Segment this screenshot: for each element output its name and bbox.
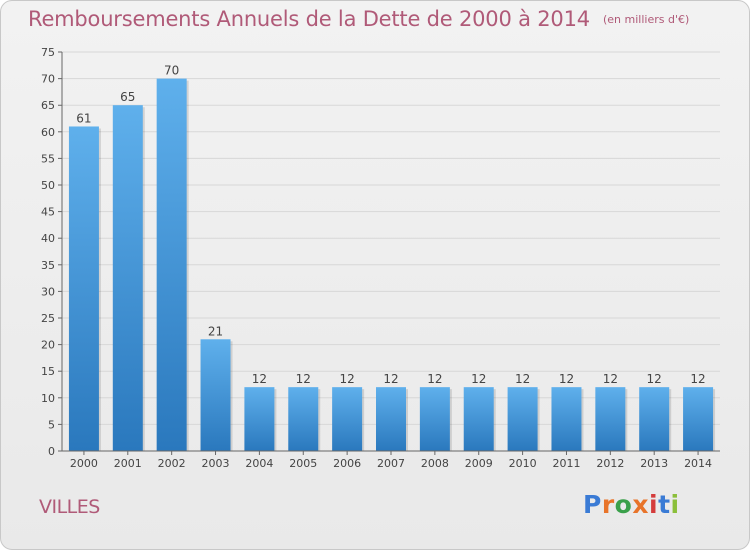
x-tick-label: 2012	[596, 457, 624, 470]
data-label: 21	[208, 324, 223, 338]
data-label: 12	[383, 372, 398, 386]
data-label: 12	[690, 372, 705, 386]
y-tick-label: 40	[41, 232, 55, 245]
bar-2007	[376, 387, 406, 451]
data-label: 12	[252, 372, 267, 386]
bars	[68, 78, 716, 451]
bar-2010	[507, 387, 538, 451]
data-label: 70	[164, 64, 179, 78]
y-tick-label: 20	[41, 339, 55, 352]
data-labels: 61 65 70 21 12 12 12 12 12 12 12 12 12 12 12	[76, 64, 705, 387]
data-label: 12	[427, 372, 442, 386]
y-tick-label: 75	[41, 46, 55, 59]
y-tick-label: 60	[41, 126, 55, 139]
x-tick-label: 2013	[640, 457, 668, 470]
y-tick-label: 70	[41, 73, 55, 86]
proxiti-logo[interactable]: Proxiti	[583, 490, 680, 519]
y-tick-label: 0	[48, 445, 55, 458]
data-label: 12	[559, 372, 574, 386]
x-tick-label: 2001	[114, 457, 142, 470]
logo-letter: x	[632, 490, 649, 519]
bar-2001	[112, 105, 143, 451]
chart-unit: (en milliers d'€)	[603, 13, 690, 26]
y-tick-label: 55	[41, 152, 55, 165]
bar-2000	[68, 126, 99, 451]
y-tick-label: 30	[41, 285, 55, 298]
x-tick-label: 2008	[421, 457, 449, 470]
x-tick-label: 2000	[70, 457, 98, 470]
data-label: 65	[120, 90, 135, 104]
x-tick-label: 2011	[552, 457, 580, 470]
x-tick-label: 2014	[684, 457, 712, 470]
logo-letter: t	[658, 490, 671, 519]
bar-2012	[595, 387, 626, 451]
data-label: 12	[296, 372, 311, 386]
y-tick-label: 15	[41, 365, 55, 378]
logo-letter: i	[649, 490, 659, 519]
y-tick-label: 45	[41, 206, 55, 219]
y-tick-label: 35	[41, 259, 55, 272]
bar-2011	[551, 387, 582, 451]
bar-2014	[683, 387, 714, 451]
x-tick-label: 2006	[333, 457, 361, 470]
y-tick-label: 50	[41, 179, 55, 192]
x-tick-label: 2002	[158, 457, 186, 470]
bar-2013	[639, 387, 670, 451]
y-tick-label: 10	[41, 392, 55, 405]
data-label: 61	[76, 111, 91, 125]
x-tick-label: 2009	[465, 457, 493, 470]
y-tick-label: 5	[48, 418, 55, 431]
bar-2004	[244, 387, 275, 451]
data-label: 12	[471, 372, 486, 386]
x-tick-label: 2007	[377, 457, 405, 470]
logo-letter: r	[601, 490, 615, 519]
x-tick-label: 2010	[509, 457, 537, 470]
logo-letter: o	[614, 490, 633, 519]
title-row: Remboursements Annuels de la Dette de 20…	[28, 7, 689, 31]
commune-name: VILLES	[39, 496, 100, 518]
x-tick-label: 2004	[245, 457, 273, 470]
bar-2005	[288, 387, 319, 451]
bar-2003	[200, 339, 231, 451]
data-label: 12	[603, 372, 618, 386]
bar-2009	[463, 387, 494, 451]
chart-title: Remboursements Annuels de la Dette de 20…	[28, 7, 590, 31]
data-label: 12	[515, 372, 530, 386]
logo-letter: i	[670, 490, 680, 519]
bar-2002	[156, 78, 187, 451]
data-label: 12	[647, 372, 662, 386]
bar-2006	[332, 387, 363, 451]
y-tick-label: 25	[41, 312, 55, 325]
bar-2008	[419, 387, 450, 451]
data-label: 12	[339, 372, 354, 386]
logo-letter: P	[583, 490, 602, 519]
x-tick-label: 2003	[202, 457, 230, 470]
axes: 0 5 10 15 20 25 30 35 40 45 50 55 60 65 70 75 2000 2001 20…	[41, 46, 720, 470]
x-tick-label: 2005	[289, 457, 317, 470]
y-tick-label: 65	[41, 99, 55, 112]
